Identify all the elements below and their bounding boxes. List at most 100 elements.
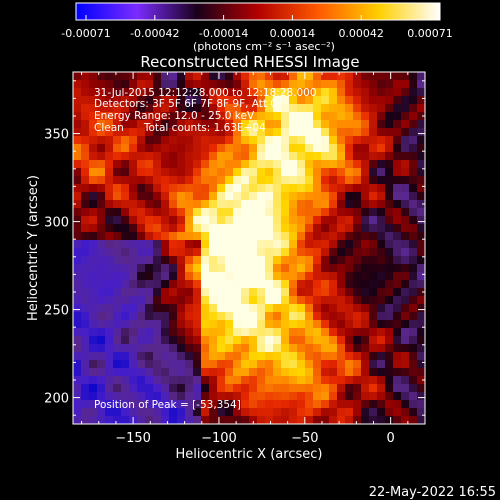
heatmap-cell	[313, 336, 322, 345]
heatmap-cell	[137, 336, 146, 345]
heatmap-cell	[337, 344, 346, 353]
heatmap-cell	[361, 200, 370, 209]
heatmap-cell	[249, 368, 258, 377]
heatmap-cell	[361, 400, 370, 409]
heatmap-cell	[129, 152, 138, 161]
heatmap-cell	[377, 248, 386, 257]
heatmap-cell	[257, 360, 266, 369]
heatmap-cell	[241, 336, 250, 345]
heatmap-cell	[249, 112, 258, 121]
heatmap-cell	[409, 184, 418, 193]
heatmap-cell	[305, 312, 314, 321]
heatmap-cell	[169, 272, 178, 281]
heatmap-cell	[105, 200, 114, 209]
heatmap-cell	[121, 184, 130, 193]
heatmap-cell	[161, 264, 170, 273]
heatmap-cell	[385, 80, 394, 89]
heatmap-cell	[137, 384, 146, 393]
heatmap-cell	[161, 304, 170, 313]
heatmap-cell	[377, 320, 386, 329]
heatmap-cell	[281, 208, 290, 217]
heatmap-cell	[225, 408, 234, 417]
heatmap-cell	[345, 400, 354, 409]
heatmap-cell	[297, 160, 306, 169]
heatmap-cell	[105, 184, 114, 193]
heatmap-cell	[201, 80, 210, 89]
heatmap-cell	[97, 176, 106, 185]
heatmap-cell	[257, 144, 266, 153]
heatmap-cell	[289, 168, 298, 177]
heatmap-cell	[281, 384, 290, 393]
heatmap-cell	[81, 168, 90, 177]
heatmap-cell	[105, 176, 114, 185]
heatmap-cell	[401, 176, 410, 185]
heatmap-cell	[201, 72, 210, 81]
heatmap-cell	[321, 168, 330, 177]
heatmap-cell	[257, 304, 266, 313]
heatmap-cell	[169, 88, 178, 97]
heatmap-cell	[233, 80, 242, 89]
heatmap-cell	[233, 376, 242, 385]
heatmap-cell	[257, 152, 266, 161]
heatmap-cell	[97, 336, 106, 345]
heatmap-cell	[257, 80, 266, 89]
heatmap-cell	[329, 112, 338, 121]
heatmap-cell	[289, 184, 298, 193]
heatmap-cell	[225, 344, 234, 353]
heatmap-cell	[281, 80, 290, 89]
heatmap-cell	[97, 160, 106, 169]
heatmap-cell	[345, 176, 354, 185]
heatmap-cell	[249, 200, 258, 209]
heatmap-cell	[297, 272, 306, 281]
heatmap-cell	[241, 360, 250, 369]
heatmap-cell	[161, 256, 170, 265]
heatmap-cell	[185, 376, 194, 385]
heatmap-cell	[417, 248, 425, 257]
heatmap-cell	[193, 120, 202, 129]
heatmap-cell	[393, 160, 402, 169]
heatmap-cell	[417, 208, 425, 217]
heatmap-cell	[369, 240, 378, 249]
heatmap-cell	[129, 264, 138, 273]
heatmap-cell	[329, 256, 338, 265]
heatmap-cell	[177, 240, 186, 249]
heatmap-cell	[377, 136, 386, 145]
heatmap-cell	[265, 272, 274, 281]
heatmap-cell	[153, 400, 162, 409]
heatmap-cell	[153, 304, 162, 313]
heatmap-cell	[121, 104, 130, 113]
heatmap-cell	[377, 280, 386, 289]
heatmap-cell	[121, 128, 130, 137]
heatmap-cell	[361, 416, 370, 424]
heatmap-cell	[377, 360, 386, 369]
heatmap-cell	[113, 264, 122, 273]
heatmap-cell	[153, 368, 162, 377]
heatmap-cell	[105, 312, 114, 321]
heatmap-cell	[201, 256, 210, 265]
heatmap-cell	[225, 328, 234, 337]
heatmap-cell	[97, 416, 106, 424]
heatmap-cell	[345, 280, 354, 289]
heatmap-cell	[321, 368, 330, 377]
heatmap-cell	[185, 96, 194, 105]
heatmap-cell	[89, 128, 98, 137]
heatmap-cell	[337, 392, 346, 401]
heatmap-cell	[233, 192, 242, 201]
heatmap-cell	[353, 304, 362, 313]
heatmap-cell	[97, 376, 106, 385]
heatmap-cell	[97, 120, 106, 129]
heatmap-cell	[201, 152, 210, 161]
heatmap-cell	[401, 232, 410, 241]
heatmap-cell	[233, 96, 242, 105]
heatmap-cell	[369, 352, 378, 361]
heatmap-cell	[153, 360, 162, 369]
heatmap-cell	[97, 232, 106, 241]
heatmap-cell	[241, 232, 250, 241]
heatmap-cell	[153, 112, 162, 121]
heatmap-cell	[153, 72, 162, 81]
heatmap-cell	[209, 96, 218, 105]
heatmap-cell	[209, 104, 218, 113]
heatmap-cell	[337, 232, 346, 241]
heatmap-cell	[393, 352, 402, 361]
heatmap-cell	[321, 216, 330, 225]
